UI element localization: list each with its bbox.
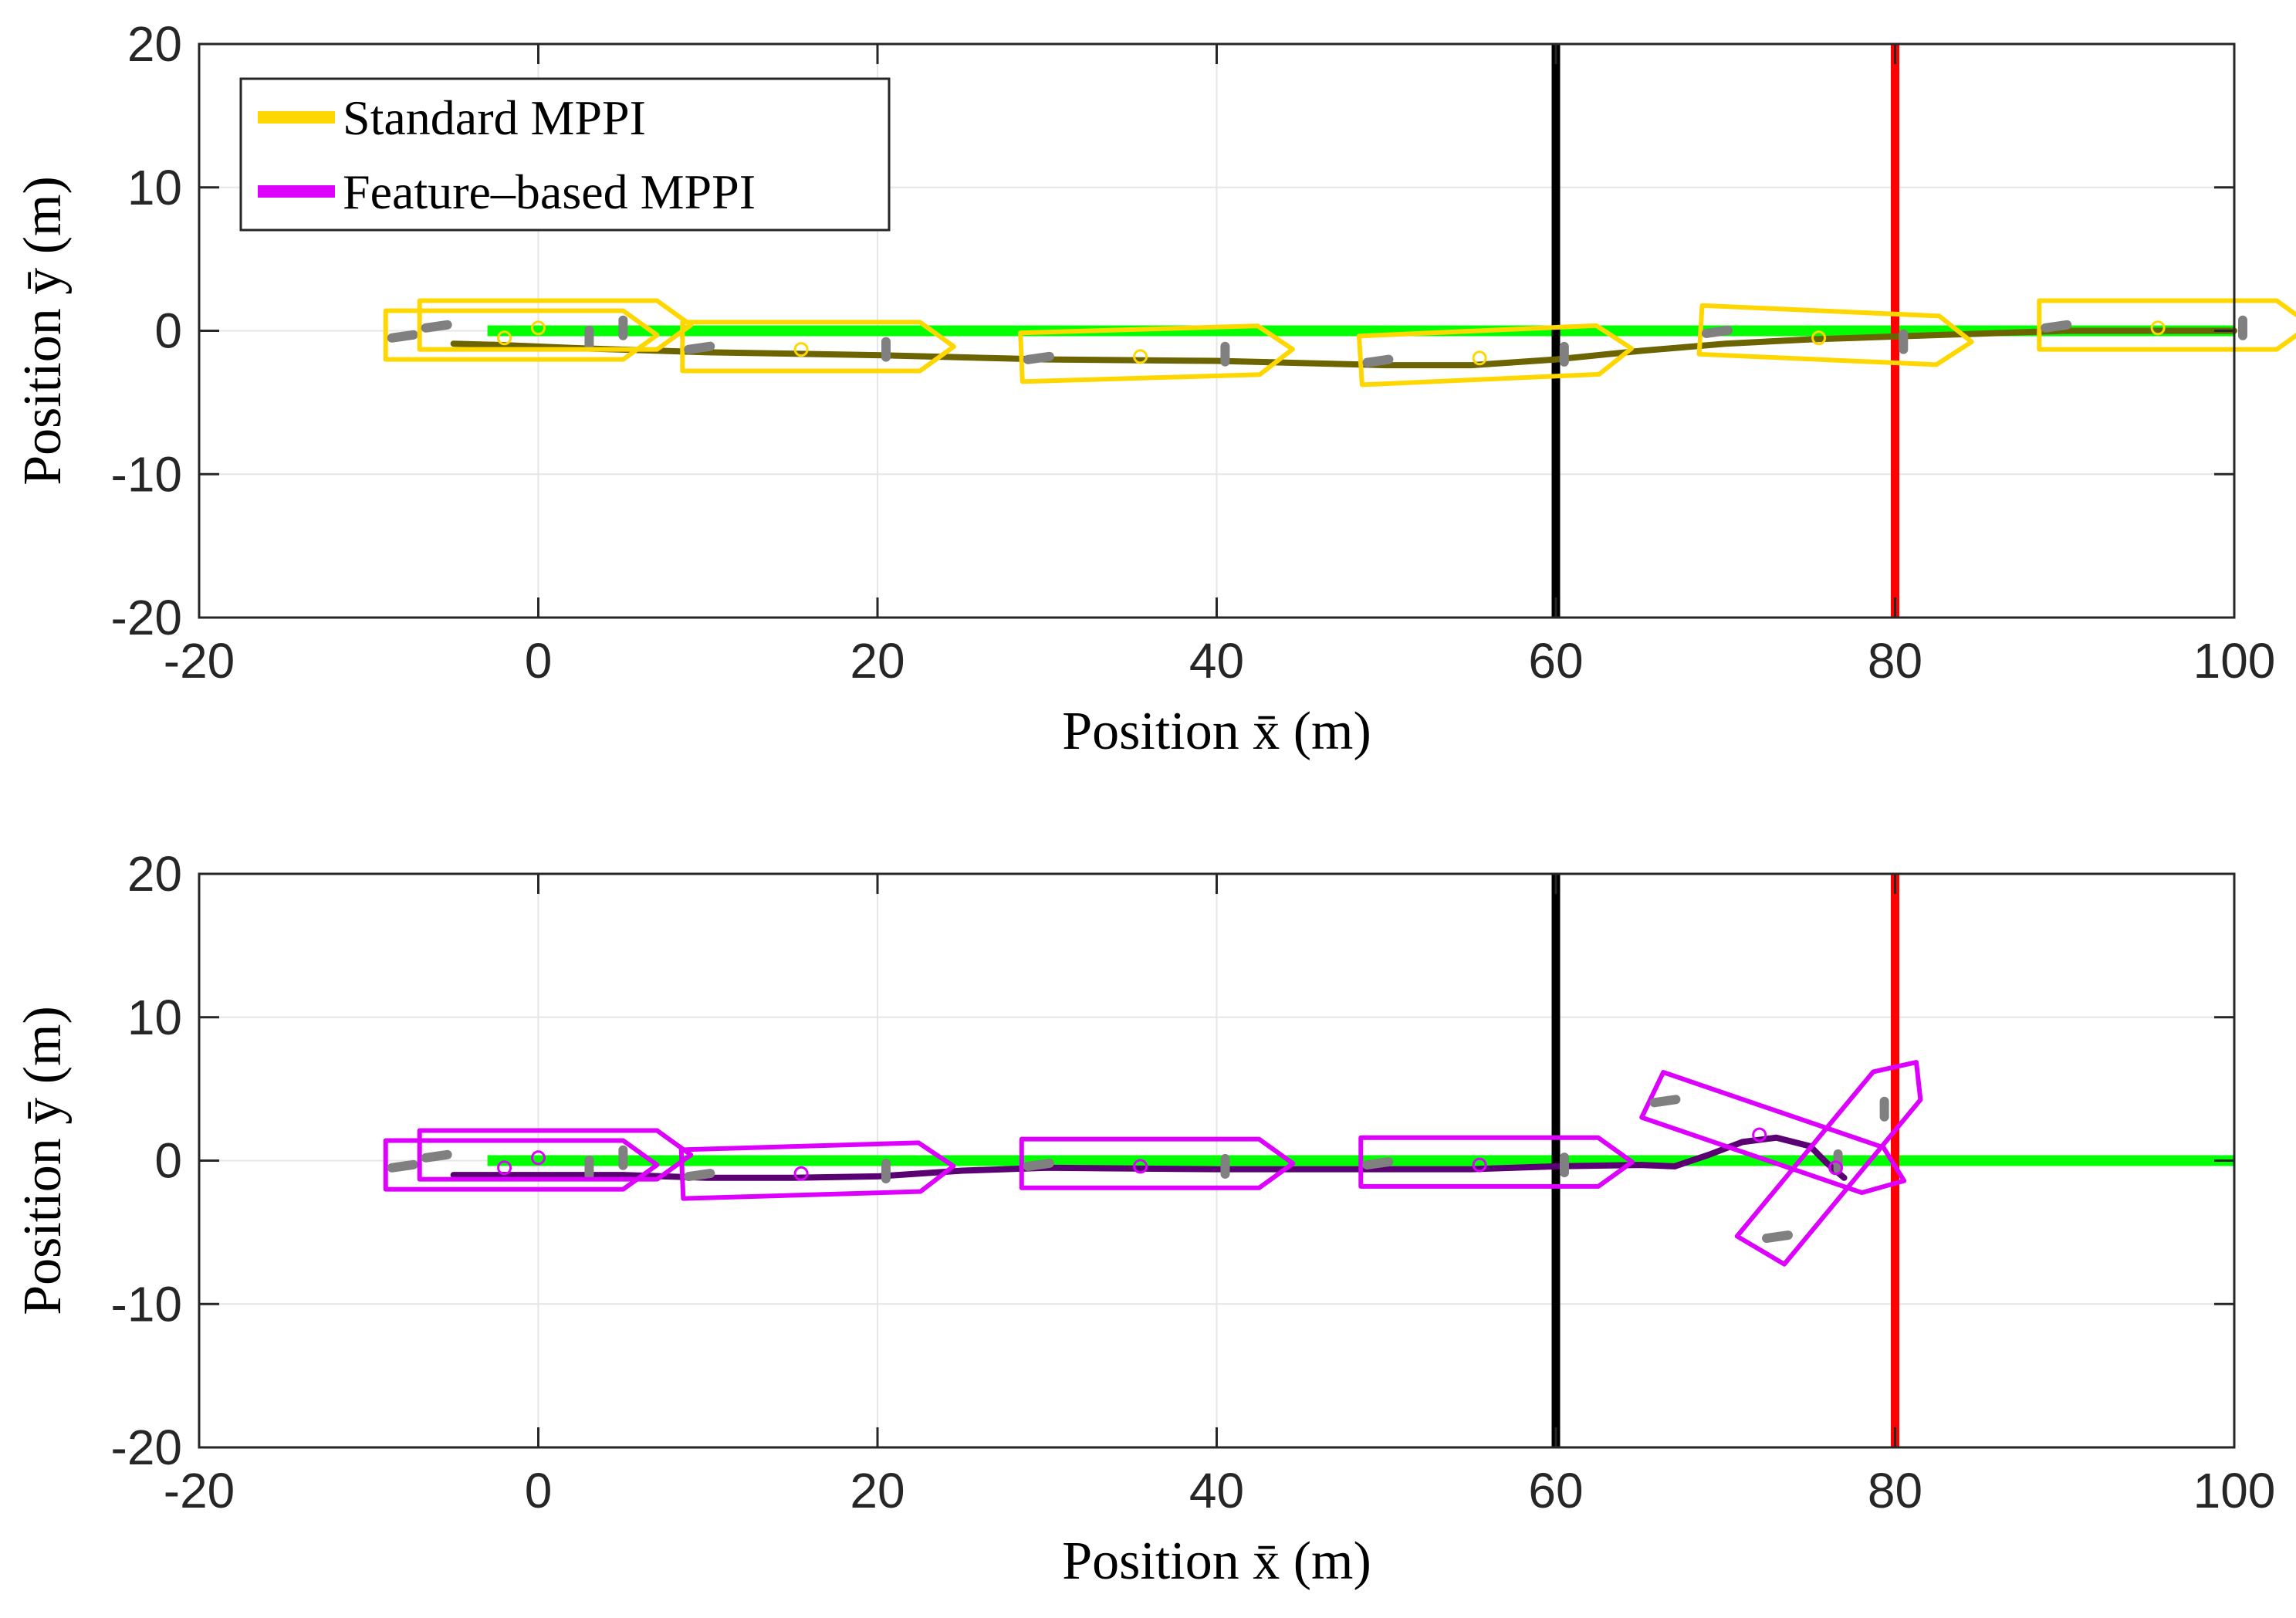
y-axis-label: Position ȳ (m)	[13, 176, 73, 486]
vessel-center-marker	[1472, 1157, 1487, 1173]
x-tick-label: 100	[2193, 633, 2276, 689]
vessel-outline	[1358, 1135, 1635, 1189]
vessel-center-marker	[1752, 1127, 1767, 1142]
y-tick-label: 20	[127, 846, 182, 902]
x-tick-label: 0	[525, 633, 553, 689]
vessel-center-marker	[1133, 349, 1148, 364]
x-axis-label: Position x̄ (m)	[1062, 702, 1371, 761]
vessel-center-marker	[531, 1150, 546, 1166]
vessel-outline	[678, 1140, 956, 1201]
vessel-center-marker	[497, 330, 512, 346]
x-tick-label: -20	[164, 1463, 235, 1518]
y-tick-label: 0	[154, 303, 182, 359]
vessel-outline	[1018, 323, 1295, 384]
x-tick-label: -20	[164, 633, 235, 689]
y-tick-label: -10	[111, 1276, 183, 1332]
legend-entry-label: Feature–based MPPI	[343, 164, 756, 219]
vessel-outline	[1356, 323, 1635, 388]
vessel-center-marker	[1828, 1160, 1844, 1176]
thruster-marker	[1362, 1157, 1394, 1170]
vessel-outline	[1019, 1136, 1296, 1190]
thruster-marker	[684, 341, 715, 354]
thruster-marker	[1761, 1230, 1793, 1244]
thruster-marker	[1023, 1158, 1054, 1171]
x-tick-label: 0	[525, 1463, 553, 1518]
trajectory-line	[450, 1134, 1848, 1181]
panel-top: -20 0 20 40 60 80 100 -20 -10 0 10 20 Position x̄ (m…	[13, 16, 2296, 761]
vessel-center-marker	[531, 320, 546, 336]
vessel-outline	[1696, 303, 1974, 367]
thruster-marker	[387, 330, 418, 343]
thruster-marker	[421, 320, 452, 333]
panel-bottom: -20 0 20 40 60 80 100 -20 -10 0 10 20 Position x̄ (m…	[13, 846, 2275, 1591]
vessel-center-marker	[1133, 1159, 1148, 1174]
x-tick-label: 60	[1528, 1463, 1583, 1518]
vessel-center-marker	[793, 342, 809, 357]
y-tick-label: 10	[127, 160, 182, 215]
vessel-outline	[383, 1138, 660, 1192]
vessel-center-marker	[1472, 350, 1487, 366]
thruster-marker	[387, 1159, 418, 1173]
x-tick-label: 20	[850, 1463, 905, 1518]
thruster-marker	[2041, 320, 2072, 333]
vessel-center-marker	[497, 1160, 512, 1176]
x-tick-label: 60	[1528, 633, 1583, 689]
y-axis-label: Position ȳ (m)	[13, 1006, 73, 1315]
vessel-center-marker	[2150, 320, 2166, 336]
thruster-marker	[1701, 325, 1733, 338]
y-tick-label: -20	[111, 1420, 183, 1475]
thruster-marker	[1649, 1095, 1681, 1108]
y-tick-label: 10	[127, 990, 182, 1045]
y-tick-label: -10	[111, 446, 183, 502]
legend-entry-label: Standard MPPI	[343, 90, 646, 145]
vessel-outline	[417, 1128, 694, 1182]
thruster-marker	[684, 1169, 715, 1182]
y-tick-label: 20	[127, 16, 182, 72]
x-axis-label: Position x̄ (m)	[1062, 1532, 1371, 1591]
y-tick-label: -20	[111, 590, 183, 645]
vessel-outline	[1639, 1070, 1907, 1196]
x-tick-label: 20	[850, 633, 905, 689]
x-tick-label: 100	[2193, 1463, 2276, 1518]
y-tick-label: 0	[154, 1133, 182, 1189]
legend: Standard MPPI Feature–based MPPI	[239, 77, 891, 232]
x-tick-label: 40	[1189, 1463, 1244, 1518]
vessel-center-marker	[793, 1166, 809, 1181]
thruster-marker	[1362, 354, 1394, 367]
vessel-outline	[383, 308, 660, 362]
thruster-marker	[1023, 351, 1054, 364]
legend-box	[239, 77, 891, 232]
vessel-outline	[2037, 298, 2296, 352]
thruster-marker	[421, 1149, 452, 1163]
vessel-outline	[1734, 1060, 1923, 1267]
x-tick-label: 80	[1868, 633, 1922, 689]
vessel-outline	[417, 298, 694, 352]
vessel-outline	[680, 320, 956, 374]
vessel-center-marker	[1811, 330, 1827, 346]
x-tick-label: 80	[1868, 1463, 1922, 1518]
x-tick-label: 40	[1189, 633, 1244, 689]
